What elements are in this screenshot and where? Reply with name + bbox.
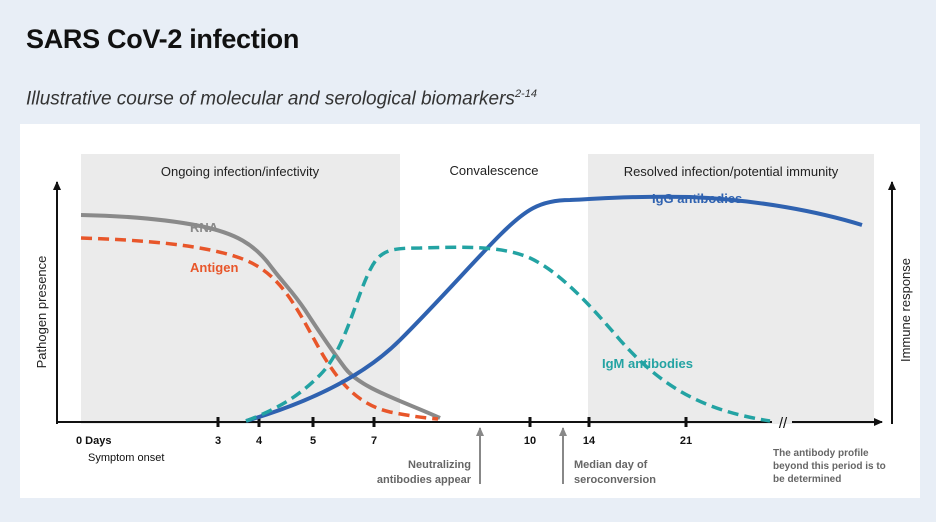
tick-label-10: 10 (524, 435, 536, 447)
rna-label: RNA (190, 220, 219, 235)
igg-curve (245, 194, 863, 423)
tick-label-7: 7 (371, 435, 377, 447)
tick-label-symptom-onset: Symptom onset (88, 452, 164, 464)
tick-label-5: 5 (310, 435, 316, 447)
rna-curve (80, 213, 441, 420)
median-text-line-1: Median day of (574, 459, 648, 471)
phase-label-infection: Ongoing infection/infectivity (161, 164, 320, 179)
left-axis-label: Pathogen presence (34, 256, 49, 369)
right-axis-label: Immune response (898, 258, 913, 362)
igm-label: IgM antibodies (602, 356, 693, 371)
page-title: SARS CoV-2 infection (26, 24, 300, 54)
profile-text-line-1: The antibody profile (773, 448, 869, 459)
antigen-curve (80, 236, 439, 421)
page-subtitle: Illustrative course of molecular and ser… (26, 88, 537, 110)
igg-label: IgG antibodies (652, 191, 742, 206)
subtitle-reference: 2-14 (514, 88, 537, 100)
tick-label-14: 14 (583, 435, 596, 447)
subtitle-text: Illustrative course of molecular and ser… (26, 88, 515, 110)
tick-label-3: 3 (215, 435, 221, 447)
phase-label-convalescence: Convalescence (450, 163, 539, 178)
neutralizing-text-line-2: antibodies appear (377, 474, 472, 486)
neutralizing-text-line-1: Neutralizing (408, 459, 471, 471)
median-text-line-2: seroconversion (574, 474, 656, 486)
antigen-label: Antigen (190, 260, 238, 275)
igm-curve (245, 245, 771, 423)
phase-infection-region (81, 154, 400, 424)
tick-label-4: 4 (256, 435, 263, 447)
tick-label-0: 0 Days (76, 435, 111, 447)
phase-label-resolved: Resolved infection/potential immunity (624, 164, 839, 179)
axis-break-mark: // (779, 415, 788, 432)
profile-text-line-3: be determined (773, 474, 841, 485)
tick-label-21: 21 (680, 435, 692, 447)
profile-text-line-2: beyond this period is to (773, 461, 886, 472)
